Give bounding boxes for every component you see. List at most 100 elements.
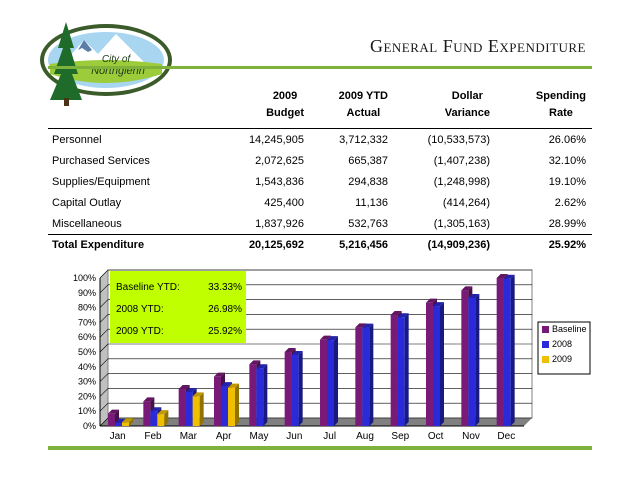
bar-top-baseline [426, 298, 437, 303]
y-tick-label: 70% [78, 317, 96, 327]
bar-2008 [433, 306, 440, 426]
y-tick-label: 30% [78, 377, 96, 387]
x-tick-label: Dec [497, 431, 515, 442]
x-tick-label: Sep [391, 431, 409, 442]
bar-side-2009 [164, 410, 169, 426]
row-label: Supplies/Equipment [52, 175, 150, 188]
y-tick-label: 80% [78, 303, 96, 313]
gridline-diagonal [99, 358, 109, 368]
bar-side-2008 [404, 313, 409, 426]
legend-swatch-2009 [542, 356, 549, 363]
bar-side-2009 [199, 392, 204, 426]
bar-baseline [426, 302, 433, 426]
cell-actual: 532,763 [348, 217, 388, 230]
bar-top-2008 [185, 387, 197, 392]
x-tick-label: Aug [356, 431, 374, 442]
cell-actual: 665,387 [348, 154, 388, 167]
x-tick-label: May [250, 431, 269, 442]
col-header-budget: 2009 Budget [266, 90, 304, 119]
bar-top-baseline [108, 409, 119, 414]
bar-top-2008 [397, 313, 409, 318]
cell-rate: 19.10% [548, 175, 586, 188]
bar-2009 [157, 414, 165, 426]
cell-budget: 2,072,625 [255, 154, 304, 167]
bar-2008 [468, 297, 476, 426]
bar-top-2008 [115, 419, 126, 424]
x-tick-label: Jan [110, 431, 126, 442]
bar-baseline [390, 315, 398, 426]
expenditure-table: 2009 Budget 2009 YTD Actual Dollar Variance… [48, 88, 592, 255]
bar-baseline [461, 290, 469, 426]
bar-2008 [221, 386, 228, 426]
total-row: Total Expenditure 20,125,692 5,216,456 (… [48, 234, 592, 255]
bar-side-2008 [334, 336, 338, 426]
cell-rate: 26.06% [496, 128, 592, 150]
bar-top-2008 [256, 364, 268, 369]
x-tick-label: Nov [462, 431, 480, 442]
bar-top-2009 [122, 418, 133, 423]
row-label: Miscellaneous [52, 217, 122, 230]
x-tick-label: Jun [286, 431, 302, 442]
total-variance: (14,909,236) [394, 234, 496, 255]
cell-rate: 2.62% [554, 196, 586, 209]
bar-2008 [185, 391, 193, 426]
y-tick-label: 100% [73, 273, 96, 283]
city-logo: City of Northglenn [40, 22, 172, 106]
bar-2009 [228, 387, 235, 426]
bar-top-baseline [284, 348, 296, 352]
ytd-summary-value: 25.92% [208, 326, 242, 337]
chart-floor [100, 418, 532, 426]
bar-baseline [320, 339, 327, 426]
table-header-row: 2009 Budget 2009 YTD Actual Dollar Variance… [48, 88, 592, 129]
legend-label-2009: 2009 [552, 354, 572, 364]
cell-rate: 28.99% [548, 217, 586, 230]
legend-label-baseline: Baseline [552, 324, 587, 334]
ytd-summary-label: Baseline YTD: [116, 282, 180, 293]
cell-variance: (1,305,163) [433, 217, 490, 230]
cell-variance: (10,533,573) [394, 128, 496, 150]
gridline-diagonal [99, 388, 109, 397]
bar-side-2008 [440, 302, 444, 426]
cell-variance: (1,248,998) [433, 175, 490, 188]
ytd-summary-value: 33.33% [208, 282, 242, 293]
bar-baseline [178, 389, 186, 426]
gridline-diagonal [99, 284, 109, 294]
y-tick-label: 20% [78, 391, 96, 401]
bar-side-2009 [129, 418, 133, 426]
col-header-name [48, 88, 218, 129]
legend-label-2008: 2008 [552, 339, 572, 349]
bar-baseline [108, 413, 115, 426]
cell-variance: (1,407,238) [433, 154, 490, 167]
bar-2008 [291, 354, 299, 426]
bar-side-2008 [263, 364, 268, 426]
bar-top-2008 [327, 336, 338, 341]
y-tick-label: 40% [78, 362, 96, 372]
total-rate: 25.92% [496, 234, 592, 255]
ytd-spending-chart: 0% 10% 20% 30% 40% 50% 60% 70% 80% 90% 100% Jan Feb M… [48, 262, 596, 446]
legend-swatch-2008 [542, 341, 549, 348]
bar-top-2008 [433, 302, 444, 307]
bar-top-2009 [192, 392, 204, 397]
cell-actual: 294,838 [348, 175, 388, 188]
footer-divider [48, 446, 592, 450]
bar-baseline [355, 327, 363, 426]
col-header-actual: 2009 YTD Actual [338, 90, 388, 119]
ytd-summary-label: 2008 YTD: [116, 304, 164, 315]
x-tick-label: Apr [216, 431, 232, 442]
bar-2008 [397, 317, 405, 426]
y-tick-label: 0% [83, 421, 96, 431]
gridline-diagonal [99, 402, 109, 412]
gridline-diagonal [99, 417, 109, 427]
row-label: Purchased Services [52, 154, 150, 167]
gridline-diagonal [99, 314, 109, 323]
table-row: Personnel 14,245,905 3,712,332 (10,533,5… [48, 128, 592, 150]
bar-baseline [496, 278, 504, 426]
cell-budget: 425,400 [264, 196, 304, 209]
gridline-diagonal [99, 299, 109, 308]
bar-2009 [192, 396, 200, 426]
y-tick-label: 60% [78, 332, 96, 342]
ytd-summary-label: 2009 YTD: [116, 326, 164, 337]
bar-2008 [503, 278, 511, 426]
page-title: General Fund Expenditure [369, 36, 586, 56]
gridline-diagonal [99, 328, 109, 338]
